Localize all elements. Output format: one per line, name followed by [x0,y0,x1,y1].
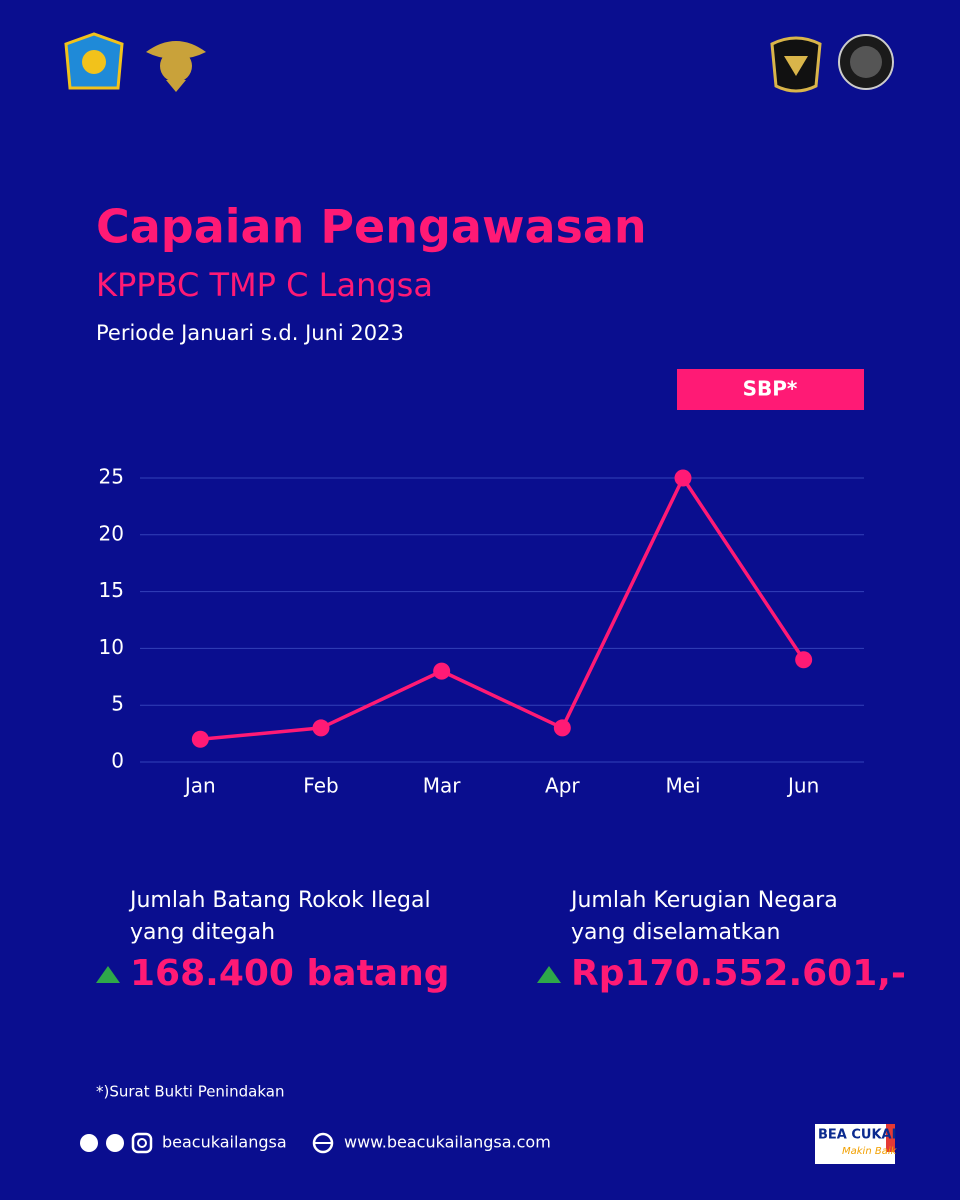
legend-label: SBP* [743,377,798,401]
line-series [200,474,806,742]
y-tick-label: 0 [111,749,124,773]
stat-value: Rp170.552.601,- [571,953,906,994]
y-tick-label: 5 [111,692,124,716]
data-point [191,730,209,748]
x-tick-label: Jan [183,774,216,798]
data-point [674,469,692,487]
legend-swatch [677,369,864,410]
chart-period: Periode Januari s.d. Juni 2023 [96,321,404,345]
stat-label: Jumlah Batang Rokok Ilegal [128,888,431,913]
x-tick-label: Feb [303,774,338,798]
stat-value: 168.400 batang [130,953,449,994]
data-point [433,662,451,680]
footer-website: www.beacukailangsa.com [344,1133,551,1152]
brand-tagline: Makin Baik [842,1146,898,1157]
logo-right [770,34,894,93]
brand-box [815,1124,895,1164]
footnote: *)Surat Bukti Penindakan [96,1083,284,1101]
x-tick-label: Mei [665,774,700,798]
x-tick-label: Mar [423,774,462,798]
social-icons [80,1132,334,1154]
y-tick-label: 10 [99,635,124,659]
stat-label: yang diselamatkan [571,920,780,945]
logo-left [64,32,206,92]
brand-name: BEA CUKAI [818,1128,896,1143]
brand-accent [886,1124,895,1152]
chart-title: Capaian Pengawasan [96,200,647,254]
data-point [312,719,330,737]
x-tick-label: Apr [545,774,580,798]
stat-label: Jumlah Kerugian Negara [569,888,838,913]
y-tick-label: 15 [99,578,124,602]
stat-arrow [96,966,120,983]
y-tick-label: 20 [99,521,124,545]
data-point [795,651,813,669]
chart-subtitle: KPPBC TMP C Langsa [96,266,433,304]
footer-social: beacukailangsa [162,1133,287,1152]
stat-label: yang ditegah [130,920,275,945]
y-tick-label: 25 [99,465,124,489]
data-point [553,719,571,737]
x-tick-label: Jun [786,774,819,798]
stat-arrow [537,966,561,983]
